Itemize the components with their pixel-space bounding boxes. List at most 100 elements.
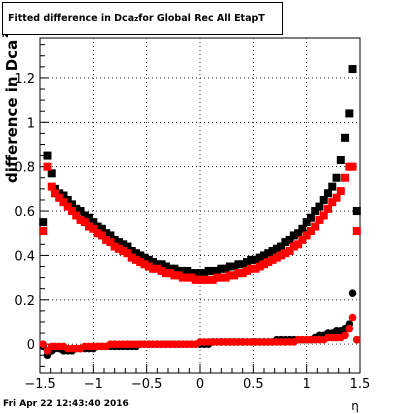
data-point-square — [348, 65, 357, 74]
data-point-square — [238, 269, 247, 278]
data-point-square — [68, 207, 76, 216]
data-point-square — [89, 218, 98, 227]
data-point-square — [55, 193, 64, 202]
data-point-square — [311, 222, 320, 231]
data-point-square — [80, 211, 89, 220]
data-point-square — [178, 266, 187, 275]
data-point-square — [153, 264, 162, 273]
data-point-square — [132, 255, 140, 264]
data-point-square — [247, 255, 256, 264]
data-point-square — [352, 227, 361, 236]
data-point-square — [102, 235, 111, 244]
data-point-square — [178, 273, 187, 282]
data-point-square — [80, 218, 89, 227]
data-point-square — [272, 244, 281, 253]
chart-title: Fitted difference in Dca z for Global Rec… — [2, 2, 283, 35]
data-point-square — [264, 249, 273, 258]
x-tick-label: −1.5 — [24, 377, 56, 392]
data-point-square — [277, 251, 286, 260]
data-point-square — [208, 275, 217, 284]
data-point-square — [260, 260, 268, 269]
data-point-square — [217, 273, 226, 282]
timestamp: Fri Apr 22 12:43:40 2016 — [3, 399, 129, 409]
data-point-square — [285, 235, 294, 244]
data-point-square — [183, 266, 192, 275]
data-point-square — [114, 238, 123, 247]
grid-lines — [40, 38, 360, 373]
y-tick-label: 0.4 — [14, 249, 35, 264]
data-point-square — [85, 222, 94, 231]
data-point-square — [213, 273, 222, 282]
data-point-circle — [353, 335, 361, 344]
chart-title-suffix: for Global Rec All EtapT — [138, 13, 265, 24]
data-point-square — [68, 200, 76, 209]
data-point-square — [89, 224, 98, 233]
data-point-square — [106, 238, 115, 247]
data-point-square — [204, 275, 213, 284]
data-point-square — [157, 260, 166, 269]
data-point-square — [174, 271, 183, 280]
data-markers — [39, 65, 361, 360]
data-point-square — [341, 173, 350, 182]
data-point-circle — [345, 324, 354, 333]
data-point-square — [298, 235, 307, 244]
data-point-square — [47, 169, 56, 178]
data-point-square — [277, 242, 286, 251]
data-point-square — [149, 264, 158, 273]
data-point-square — [123, 242, 132, 251]
data-point-square — [187, 273, 196, 282]
axis-labels: −1.5 −1 −0.5 0 0.5 1 1.5 0 0.2 0.4 0.6 0.8 1 1.2 η diff… — [0, 32, 370, 413]
data-point-square — [106, 231, 115, 240]
data-point-square — [132, 249, 140, 258]
x-tick-label: 1 — [303, 377, 311, 392]
data-point-square — [298, 224, 307, 233]
data-point-square — [110, 235, 119, 244]
data-point-square — [144, 255, 153, 264]
data-point-square — [225, 262, 234, 271]
data-point-square — [328, 198, 337, 207]
y-tick-label: 0.8 — [14, 161, 35, 176]
data-point-square — [39, 218, 48, 227]
data-point-square — [196, 275, 204, 284]
data-point-square — [341, 133, 350, 142]
data-point-square — [47, 182, 56, 191]
data-point-square — [170, 271, 179, 280]
data-point-square — [76, 207, 85, 216]
data-point-square — [234, 269, 243, 278]
data-point-square — [225, 271, 234, 280]
data-point-square — [213, 266, 222, 275]
axes — [39, 37, 361, 374]
data-point-square — [110, 242, 119, 251]
data-point-square — [43, 162, 52, 171]
data-point-square — [183, 273, 192, 282]
data-point-square — [102, 229, 111, 238]
data-point-square — [268, 255, 277, 264]
data-point-square — [336, 156, 345, 165]
data-point-square — [123, 249, 132, 258]
data-point-square — [260, 251, 268, 260]
data-point-square — [200, 269, 209, 278]
data-point-square — [289, 242, 298, 251]
chart-title-prefix: Fitted difference in Dca — [8, 13, 135, 24]
data-point-square — [251, 264, 260, 273]
x-tick-label: 0.5 — [243, 377, 264, 392]
data-point-circle — [341, 331, 349, 340]
data-point-square — [294, 229, 303, 238]
data-point-square — [85, 213, 94, 222]
data-point-square — [315, 215, 324, 224]
data-point-square — [127, 246, 136, 255]
data-point-square — [255, 262, 264, 271]
data-point-square — [166, 269, 175, 278]
data-point-square — [63, 195, 72, 204]
data-point-square — [55, 189, 64, 198]
data-point-square — [230, 271, 239, 280]
data-point-square — [289, 231, 298, 240]
data-point-square — [348, 162, 357, 171]
data-point-square — [221, 264, 230, 273]
data-point-square — [161, 269, 170, 278]
data-point-square — [93, 222, 102, 231]
data-point-square — [119, 246, 128, 255]
data-point-square — [302, 231, 311, 240]
data-point-square — [204, 266, 213, 275]
